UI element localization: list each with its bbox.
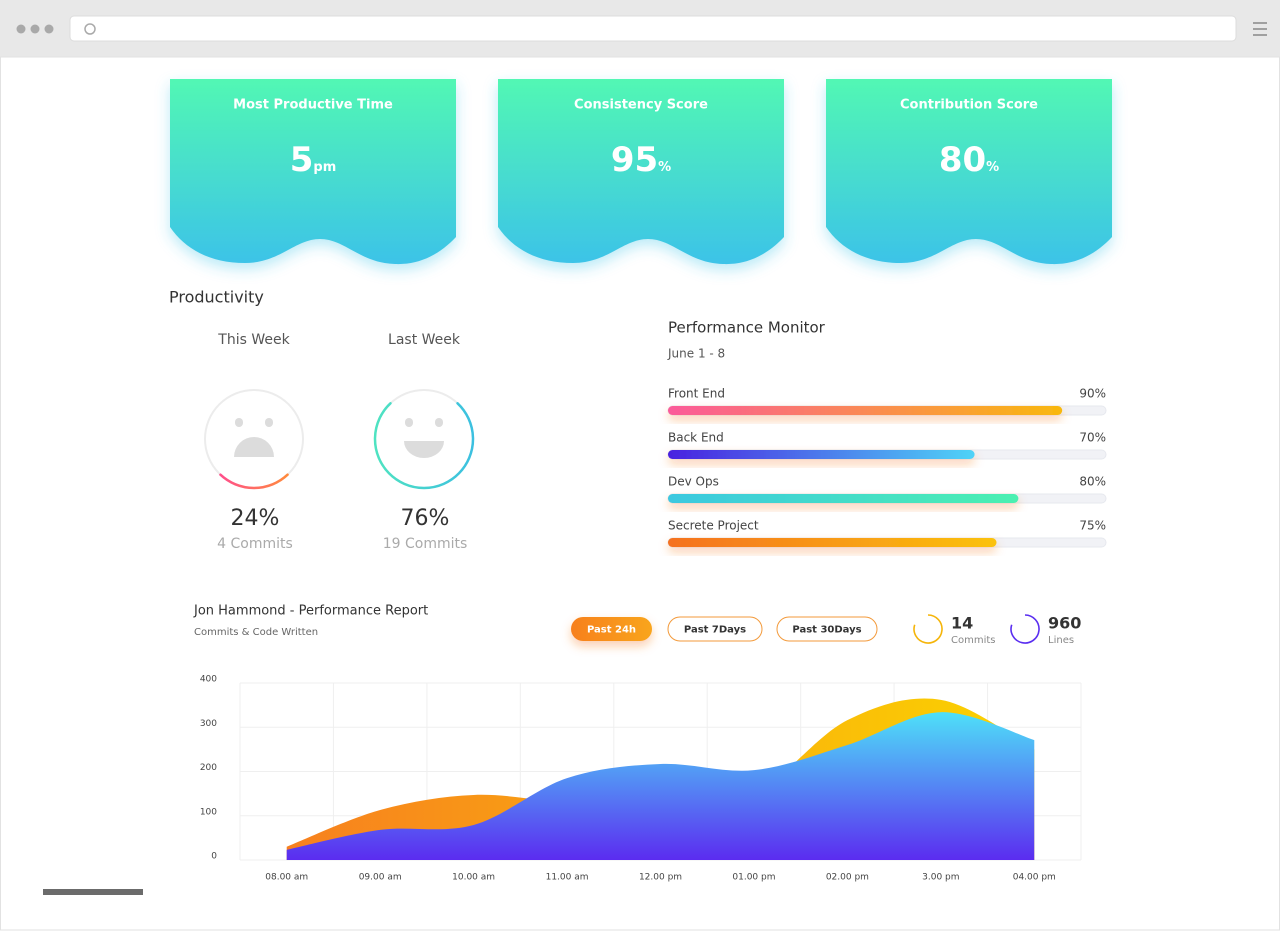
window-dot xyxy=(16,24,26,34)
score-card: Consistency Score 95% xyxy=(498,79,784,265)
card-background xyxy=(170,79,456,265)
face-mouth xyxy=(234,437,274,457)
x-tick-label: 02.00 pm xyxy=(826,873,869,883)
filter-button[interactable] xyxy=(667,616,763,642)
bar-fill xyxy=(668,494,1019,503)
x-tick-label: 10.00 am xyxy=(452,873,495,883)
week-percent: 76% xyxy=(401,506,450,531)
card-number: 95 xyxy=(611,140,658,180)
card-number: 80 xyxy=(939,140,986,180)
stat-ring xyxy=(1010,614,1040,644)
face-eye xyxy=(405,418,413,427)
window-dot xyxy=(30,24,40,34)
week-label: Last Week xyxy=(388,332,461,348)
bar-label: Dev Ops xyxy=(668,475,719,489)
card-value: 95% xyxy=(611,140,671,180)
report-subtitle: Commits & Code Written xyxy=(194,627,318,638)
bar-value-label: 70% xyxy=(1079,431,1106,445)
filter-button-label[interactable]: Past 30Days xyxy=(792,625,861,636)
x-tick-label: 01.00 pm xyxy=(732,873,775,883)
filter-button[interactable] xyxy=(571,617,652,641)
section-title: Performance Monitor xyxy=(668,319,826,337)
date-range: June 1 - 8 xyxy=(667,347,725,361)
y-tick-label: 0 xyxy=(211,852,217,862)
progress-arc xyxy=(373,402,475,490)
card-value: 80% xyxy=(939,140,999,180)
y-tick-label: 100 xyxy=(200,807,217,817)
card-value: 5pm xyxy=(290,140,337,180)
card-number: 5 xyxy=(290,140,314,180)
stat-value: 960 xyxy=(1048,614,1081,633)
address-bar[interactable] xyxy=(69,15,1237,42)
bar-fill xyxy=(668,538,997,547)
week-commits: 19 Commits xyxy=(383,536,468,552)
bar-value-label: 90% xyxy=(1079,387,1106,401)
y-tick-label: 200 xyxy=(200,763,217,773)
bar-fill xyxy=(668,450,975,459)
stat-value: 14 xyxy=(951,614,973,633)
bar-value-label: 75% xyxy=(1079,519,1106,533)
menu-icon[interactable] xyxy=(1253,22,1267,36)
week-percent: 24% xyxy=(231,506,280,531)
bar-label: Front End xyxy=(668,387,725,401)
x-tick-label: 11.00 am xyxy=(546,873,589,883)
x-tick-label: 04.00 pm xyxy=(1013,873,1056,883)
card-title: Most Productive Time xyxy=(233,98,393,113)
stat-label: Lines xyxy=(1048,635,1074,646)
progress-arc xyxy=(219,473,289,490)
report-title: Jon Hammond - Performance Report xyxy=(193,604,428,619)
face-eye xyxy=(435,418,443,427)
bar-label: Secrete Project xyxy=(668,519,759,533)
face-mouth xyxy=(404,441,444,458)
bar-fill xyxy=(668,406,1063,415)
card-background xyxy=(498,79,784,265)
face-eye xyxy=(235,418,243,427)
stat-label: Commits xyxy=(951,635,996,646)
score-card: Most Productive Time 5pm xyxy=(170,79,456,265)
card-unit: % xyxy=(986,160,999,175)
bar-value-label: 80% xyxy=(1079,475,1106,489)
x-tick-label: 3.00 pm xyxy=(922,873,959,883)
filter-button-label[interactable]: Past 24h xyxy=(587,625,636,636)
face-eye xyxy=(265,418,273,427)
x-tick-label: 09.00 am xyxy=(359,873,402,883)
card-background xyxy=(826,79,1112,265)
y-tick-label: 400 xyxy=(200,675,217,685)
card-title: Consistency Score xyxy=(574,98,708,113)
window-dot xyxy=(44,24,54,34)
card-unit: % xyxy=(658,160,671,175)
reload-icon[interactable] xyxy=(84,23,96,35)
area-series xyxy=(286,712,1035,860)
filter-button[interactable] xyxy=(776,616,878,642)
section-title: Productivity xyxy=(169,288,264,307)
card-unit: pm xyxy=(313,160,336,175)
stat-ring xyxy=(913,614,943,644)
week-label: This Week xyxy=(217,332,290,348)
scroll-indicator xyxy=(43,889,143,895)
week-commits: 4 Commits xyxy=(217,536,293,552)
x-tick-label: 12.00 pm xyxy=(639,873,682,883)
score-card: Contribution Score 80% xyxy=(826,79,1112,265)
x-tick-label: 08.00 am xyxy=(265,873,308,883)
bar-label: Back End xyxy=(668,431,724,445)
y-tick-label: 300 xyxy=(200,719,217,729)
filter-button-label[interactable]: Past 7Days xyxy=(684,625,746,636)
card-title: Contribution Score xyxy=(900,98,1038,113)
